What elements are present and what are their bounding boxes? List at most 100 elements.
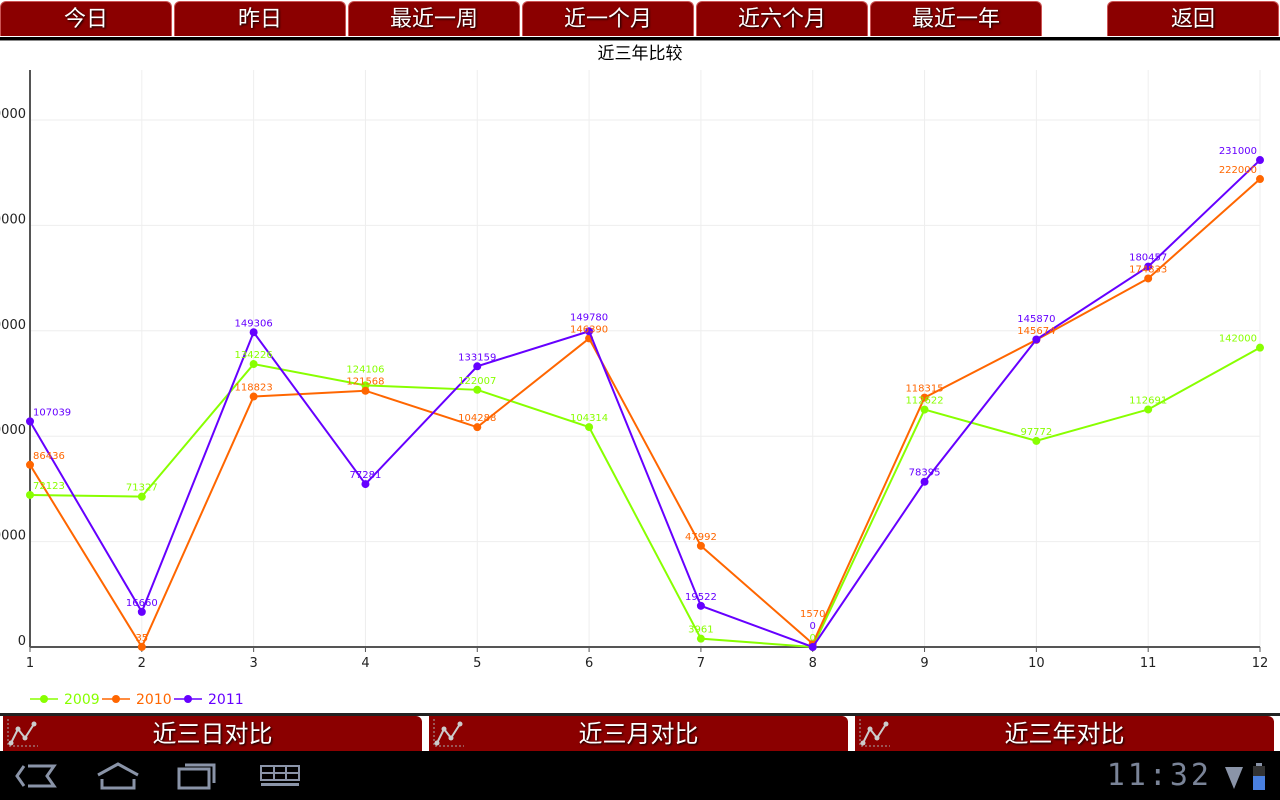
compare-button-3[interactable]: 近三年对比 [855,716,1274,751]
data-label: 107039 [33,407,71,418]
x-tick-label: 9 [920,656,928,671]
x-tick-label: 3 [249,656,257,671]
compare-button-2[interactable]: 近三月对比 [429,716,848,751]
data-label: 3961 [688,625,713,636]
data-point [696,634,705,643]
data-label: 134226 [235,350,273,361]
legend-marker [112,695,120,703]
data-point [249,360,258,369]
data-label: 35 [135,633,148,644]
data-label: 112691 [1129,395,1167,406]
data-label: 121568 [346,377,384,388]
data-point [585,423,594,432]
data-label: 133159 [458,352,496,363]
data-label: 149306 [235,318,273,329]
legend-label: 2010 [136,692,172,708]
compare-button-label: 近三年对比 [1004,720,1125,748]
data-point [26,490,34,499]
x-tick-label: 2 [138,656,146,671]
data-point [137,607,146,616]
back-button[interactable]: 返回 [1107,1,1279,36]
legend-label: 2011 [208,692,244,708]
data-label: 180457 [1129,252,1167,263]
data-point [1256,175,1264,184]
data-point [137,642,146,651]
data-label: 72123 [33,481,65,492]
divider [0,37,1280,41]
y-tick-label: 50000 [0,529,26,544]
y-tick-label: 0 [18,634,26,649]
data-label: 104288 [458,413,496,424]
data-label: 47992 [685,532,717,543]
data-point [249,392,258,401]
compare-button-1[interactable]: 近三日对比 [3,716,422,751]
data-label: 122007 [458,376,496,387]
tab-4[interactable]: 近一个月 [522,1,694,36]
data-label: 146390 [570,324,608,335]
x-tick-label: 4 [361,656,369,671]
data-point [1144,405,1153,414]
tab-6[interactable]: 最近一年 [870,1,1042,36]
data-point [808,643,817,651]
x-tick-label: 1 [26,656,34,671]
data-label: 97772 [1020,427,1052,438]
data-label: 124106 [346,365,384,376]
tab-3[interactable]: 最近一周 [348,1,520,36]
line-chart: 近三年比较05000010000015000020000025000012345… [0,44,1269,708]
data-label: 142000 [1219,334,1257,345]
back-icon[interactable] [14,763,58,789]
y-tick-label: 150000 [0,318,26,333]
data-label: 16660 [126,598,158,609]
x-tick-label: 11 [1140,656,1157,671]
chart-title: 近三年比较 [598,44,683,64]
data-point [1144,262,1153,271]
data-label: 78395 [909,468,941,479]
recent-apps-icon[interactable] [176,759,220,791]
system-nav-bar [0,751,1280,800]
data-point [696,601,705,610]
data-label: 118823 [235,383,273,394]
data-point [920,477,929,486]
x-tick-label: 6 [585,656,593,671]
compare-button-label: 近三月对比 [578,720,699,748]
tab-1[interactable]: 今日 [0,1,172,36]
data-label: 1570 [800,609,825,620]
data-point [361,386,370,395]
data-label: 86436 [33,451,65,462]
data-label: 104314 [570,413,608,424]
data-point [1256,156,1264,165]
data-label: 0 [810,633,816,644]
data-point [1032,335,1041,344]
data-point [473,362,482,371]
y-tick-label: 250000 [0,107,26,122]
x-tick-label: 8 [809,656,817,671]
tab-2[interactable]: 昨日 [174,1,346,36]
divider [0,713,1280,716]
data-label: 145870 [1017,314,1055,325]
data-label: 71327 [126,483,158,494]
x-tick-label: 12 [1252,656,1269,671]
data-point [1032,436,1041,445]
data-point [1256,343,1264,352]
data-label: 0 [810,621,816,632]
data-point [26,417,34,426]
data-point [585,327,594,336]
home-icon[interactable] [94,761,142,791]
line-chart-icon [859,719,890,747]
data-point [696,541,705,550]
data-label: 112622 [905,396,943,407]
data-label: 174833 [1129,264,1167,275]
y-tick-label: 100000 [0,423,26,438]
data-label: 149780 [570,312,608,323]
x-tick-label: 5 [473,656,481,671]
x-tick-label: 10 [1028,656,1045,671]
screenshot-icon[interactable] [258,763,304,789]
line-chart-icon [433,719,464,747]
data-label: 145674 [1017,326,1055,337]
tab-5[interactable]: 近六个月 [696,1,868,36]
data-label: 19522 [685,592,717,603]
data-point [473,385,482,394]
legend-marker [184,695,192,703]
data-label: 77281 [350,470,382,481]
line-chart-icon [7,719,38,747]
